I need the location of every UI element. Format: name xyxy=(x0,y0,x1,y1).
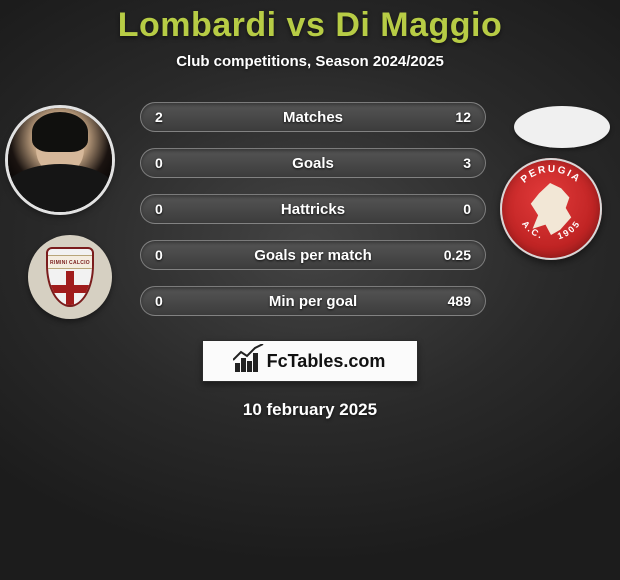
stat-label: Goals per match xyxy=(254,247,372,264)
stat-value-right: 12 xyxy=(455,109,471,125)
stat-value-right: 0 xyxy=(463,201,471,217)
stat-row: 0 Goals per match 0.25 xyxy=(140,240,486,270)
stat-row: 0 Goals 3 xyxy=(140,148,486,178)
stat-value-right: 3 xyxy=(463,155,471,171)
date-line: 10 february 2025 xyxy=(0,400,620,420)
page-title: Lombardi vs Di Maggio xyxy=(0,0,620,45)
stat-label: Hattricks xyxy=(281,201,345,218)
shield-icon: RIMINI CALCIO xyxy=(46,247,94,307)
club-crest-left: RIMINI CALCIO xyxy=(28,235,112,319)
stat-value-left: 0 xyxy=(155,201,163,217)
svg-text:PERUGIA: PERUGIA xyxy=(519,164,583,186)
player-left-shoulders xyxy=(8,164,112,212)
stat-value-left: 2 xyxy=(155,109,163,125)
player-right-flag xyxy=(514,106,610,148)
fctables-logo: FcTables.com xyxy=(202,340,418,382)
stat-label: Goals xyxy=(292,155,334,172)
bar-chart-icon xyxy=(235,350,263,372)
stat-bars: 2 Matches 12 0 Goals 3 0 Hattricks 0 0 G… xyxy=(140,102,486,332)
stat-value-left: 0 xyxy=(155,247,163,263)
stat-label: Matches xyxy=(283,109,343,126)
subtitle: Club competitions, Season 2024/2025 xyxy=(0,53,620,70)
player-left-avatar xyxy=(8,108,112,212)
stat-row: 0 Hattricks 0 xyxy=(140,194,486,224)
fctables-text: FcTables.com xyxy=(267,351,386,372)
stat-value-right: 0.25 xyxy=(444,247,471,263)
stat-label: Min per goal xyxy=(269,293,357,310)
club-crest-right: PERUGIA A.C. 1905 xyxy=(500,158,602,260)
stat-value-right: 489 xyxy=(448,293,471,309)
crest-left-text: RIMINI CALCIO xyxy=(48,255,92,269)
stat-value-left: 0 xyxy=(155,293,163,309)
stat-row: 0 Min per goal 489 xyxy=(140,286,486,316)
griffin-icon xyxy=(528,183,574,235)
stat-row: 2 Matches 12 xyxy=(140,102,486,132)
stat-value-left: 0 xyxy=(155,155,163,171)
